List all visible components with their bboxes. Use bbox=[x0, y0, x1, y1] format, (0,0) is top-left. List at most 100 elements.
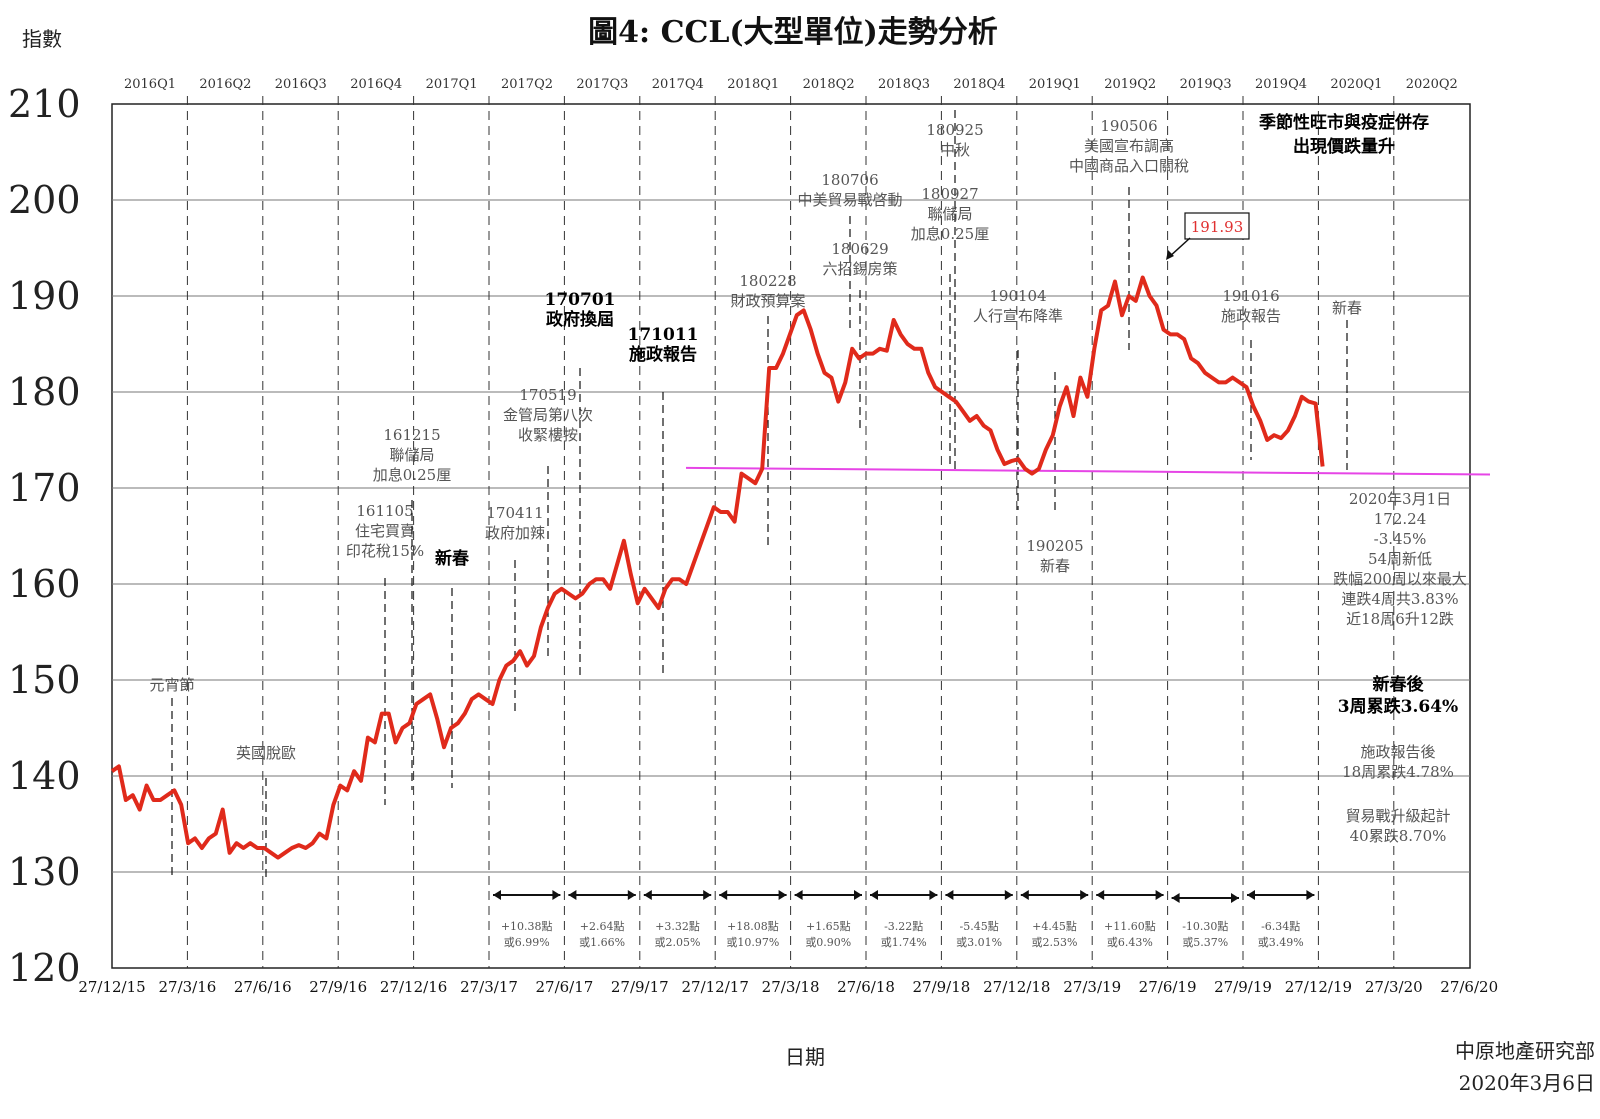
quarter-change-percent: 或2.05% bbox=[655, 936, 701, 949]
y-axis-label: 指數 bbox=[22, 27, 62, 51]
quarter-label: 2017Q3 bbox=[576, 77, 628, 92]
quarter-change-arrowhead bbox=[870, 890, 878, 900]
latest-note-line: 跌幅200周以來最大 bbox=[1333, 570, 1467, 588]
source-label: 中原地產研究部 bbox=[1455, 1039, 1595, 1063]
quarter-change-arrowhead bbox=[493, 890, 501, 900]
x-tick-label: 27/12/16 bbox=[380, 978, 447, 996]
x-tick-label: 27/6/17 bbox=[535, 978, 593, 996]
event-e12-line: 六招錫房策 bbox=[822, 260, 897, 278]
event-e3-line: 161105 bbox=[356, 502, 413, 520]
x-tick-label: 27/3/20 bbox=[1365, 978, 1423, 996]
peak-callout-box bbox=[1184, 212, 1250, 240]
x-tick-label: 27/3/17 bbox=[460, 978, 518, 996]
event-e7-line: 金管局第八次 bbox=[503, 406, 593, 424]
post-cny-note-line: 新春後 bbox=[1373, 674, 1425, 695]
event-e8-line: 政府換屆 bbox=[546, 309, 614, 330]
quarter-change-arrowhead bbox=[627, 890, 636, 900]
peak-callout-arrowhead bbox=[1166, 250, 1174, 260]
event-e11-line: 180706 bbox=[821, 171, 878, 189]
quarter-label: 2016Q1 bbox=[124, 77, 176, 92]
quarter-change-arrowhead bbox=[1247, 890, 1255, 900]
quarter-change-arrowhead bbox=[794, 890, 803, 900]
quarter-label: 2020Q2 bbox=[1406, 77, 1458, 92]
quarter-change-percent: 或3.49% bbox=[1258, 936, 1304, 949]
event-e3-line: 印花稅15% bbox=[346, 542, 424, 560]
quarter-label: 2019Q4 bbox=[1255, 77, 1307, 92]
event-e17-line: 190506 bbox=[1100, 117, 1157, 135]
latest-note-line: 172.24 bbox=[1374, 510, 1427, 528]
x-tick-label: 27/6/20 bbox=[1440, 978, 1498, 996]
y-tick-label: 160 bbox=[8, 562, 81, 606]
quarter-change-percent: 或3.01% bbox=[956, 936, 1002, 949]
x-tick-label: 27/9/17 bbox=[611, 978, 669, 996]
quarter-change-arrowhead bbox=[1080, 890, 1089, 900]
quarter-label: 2018Q4 bbox=[953, 77, 1005, 92]
quarter-change-percent: 或6.99% bbox=[504, 936, 550, 949]
event-e14-line: 180927 bbox=[921, 185, 978, 203]
quarter-change-percent: 或1.66% bbox=[579, 936, 625, 949]
event-e10-line: 180228 bbox=[739, 272, 796, 290]
quarter-change-arrowhead bbox=[854, 890, 862, 900]
event-e4-line: 加息0.25厘 bbox=[373, 466, 451, 484]
quarter-change-percent: 或0.90% bbox=[805, 936, 851, 949]
quarter-change-points: -6.34點 bbox=[1261, 920, 1300, 933]
trade-war-note-line: 貿易戰升級起計 bbox=[1345, 807, 1450, 825]
quarter-change-arrowhead bbox=[929, 890, 938, 900]
quarter-change-percent: 或2.53% bbox=[1032, 936, 1078, 949]
event-e11-line: 中美貿易戰啓動 bbox=[797, 191, 902, 209]
y-tick-label: 120 bbox=[8, 946, 81, 990]
x-tick-label: 27/6/18 bbox=[837, 978, 895, 996]
event-e19-line: 新春 bbox=[1332, 299, 1362, 317]
event-e5-line: 新春 bbox=[435, 548, 469, 569]
latest-note-line: 54周新低 bbox=[1368, 550, 1432, 568]
quarter-change-arrowhead bbox=[1020, 890, 1029, 900]
quarter-change-arrowhead bbox=[1306, 890, 1315, 900]
quarter-change-arrowhead bbox=[552, 890, 561, 900]
event-e7-line: 170519 bbox=[519, 386, 576, 404]
y-tick-label: 150 bbox=[8, 658, 81, 702]
event-e14-line: 聯儲局 bbox=[927, 205, 972, 223]
event-e16-line: 190205 bbox=[1026, 537, 1083, 555]
quarter-change-arrowhead bbox=[568, 890, 577, 900]
post-cny-note-line: 3周累跌3.64% bbox=[1338, 697, 1458, 717]
quarter-label: 2016Q3 bbox=[275, 77, 327, 92]
quarter-change-arrowhead bbox=[1096, 890, 1105, 900]
quarter-change-points: +1.65點 bbox=[806, 920, 851, 933]
quarter-change-points: +2.64點 bbox=[580, 920, 625, 933]
latest-note-line: 近18周6升12跌 bbox=[1346, 610, 1454, 628]
event-e8-line: 170701 bbox=[545, 290, 616, 310]
event-e9-line: 施政報告 bbox=[629, 344, 697, 365]
quarter-change-points: +11.60點 bbox=[1104, 920, 1156, 933]
quarter-label: 2016Q2 bbox=[199, 77, 251, 92]
event-e16-line: 新春 bbox=[1040, 557, 1070, 575]
y-tick-label: 180 bbox=[8, 370, 81, 414]
x-tick-label: 27/12/15 bbox=[78, 978, 145, 996]
x-tick-label: 27/3/18 bbox=[762, 978, 820, 996]
x-tick-label: 27/3/19 bbox=[1063, 978, 1121, 996]
headline-line: 季節性旺市與疫症併存 bbox=[1259, 112, 1429, 133]
quarter-change-percent: 或6.43% bbox=[1107, 936, 1153, 949]
y-tick-label: 130 bbox=[8, 850, 81, 894]
x-tick-label: 27/6/16 bbox=[234, 978, 292, 996]
quarter-label: 2018Q3 bbox=[878, 77, 930, 92]
latest-note-line: 連跌4周共3.83% bbox=[1341, 590, 1458, 608]
x-tick-label: 27/6/19 bbox=[1139, 978, 1197, 996]
x-tick-label: 27/9/19 bbox=[1214, 978, 1272, 996]
quarter-change-arrowhead bbox=[703, 890, 712, 900]
quarter-change-points: +4.45點 bbox=[1032, 920, 1077, 933]
quarter-change-arrowhead bbox=[945, 890, 954, 900]
event-e13-line: 中秋 bbox=[940, 141, 970, 159]
quarter-change-points: -3.22點 bbox=[884, 920, 923, 933]
event-e13-line: 180925 bbox=[926, 121, 983, 139]
after-policy-note-line: 施政報告後 bbox=[1360, 743, 1435, 761]
quarter-label: 2016Q4 bbox=[350, 77, 402, 92]
event-e14-line: 加息0.25厘 bbox=[911, 225, 989, 243]
quarter-change-points: -5.45點 bbox=[959, 920, 998, 933]
event-e10-line: 財政預算案 bbox=[730, 292, 805, 310]
quarter-change-arrowhead bbox=[1004, 890, 1013, 900]
event-e15-line: 190104 bbox=[989, 287, 1046, 305]
quarter-change-arrowhead bbox=[643, 890, 652, 900]
y-tick-label: 170 bbox=[8, 466, 81, 510]
y-tick-label: 190 bbox=[8, 274, 81, 318]
